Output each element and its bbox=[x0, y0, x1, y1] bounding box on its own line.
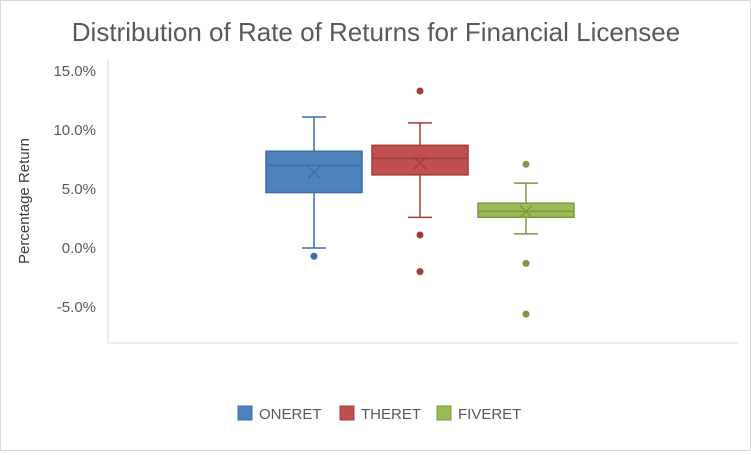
y-tick-label: 15.0% bbox=[53, 63, 96, 80]
legend: ONERET THERET FIVERET bbox=[237, 405, 521, 423]
axes: -5.0% 0.0% 5.0% 10.0% 15.0% bbox=[53, 59, 738, 344]
legend-label: FIVERET bbox=[458, 406, 521, 423]
outlier-point bbox=[522, 160, 530, 168]
outlier-point bbox=[310, 252, 318, 260]
legend-swatch bbox=[237, 405, 253, 421]
outlier-point bbox=[416, 268, 424, 276]
box-series-theret bbox=[371, 87, 469, 276]
chart-title: Distribution of Rate of Returns for Fina… bbox=[72, 17, 680, 47]
outlier-point bbox=[522, 310, 530, 318]
outlier-point bbox=[522, 259, 530, 267]
legend-item-theret: THERET bbox=[339, 405, 421, 423]
legend-item-oneret: ONERET bbox=[237, 405, 322, 423]
legend-swatch bbox=[339, 405, 355, 421]
y-tick-label: 10.0% bbox=[53, 122, 96, 139]
iqr-box bbox=[265, 150, 363, 194]
iqr-box bbox=[371, 144, 469, 176]
legend-item-fiveret: FIVERET bbox=[436, 405, 521, 423]
iqr-box bbox=[477, 202, 575, 219]
mean-marker bbox=[519, 204, 533, 218]
mean-marker bbox=[413, 156, 427, 170]
mean-marker bbox=[307, 165, 321, 180]
y-tick-label: 5.0% bbox=[62, 181, 96, 198]
y-tick-label: -5.0% bbox=[57, 299, 96, 316]
y-tick-label: 0.0% bbox=[62, 240, 96, 257]
legend-swatch bbox=[436, 405, 452, 421]
legend-label: ONERET bbox=[259, 406, 322, 423]
box-series-fiveret bbox=[477, 160, 575, 318]
boxes bbox=[265, 87, 575, 318]
y-axis-label: Percentage Return bbox=[16, 138, 33, 264]
outlier-point bbox=[416, 231, 424, 239]
outlier-point bbox=[416, 87, 424, 95]
box-series-oneret bbox=[265, 116, 363, 260]
legend-label: THERET bbox=[361, 406, 421, 423]
